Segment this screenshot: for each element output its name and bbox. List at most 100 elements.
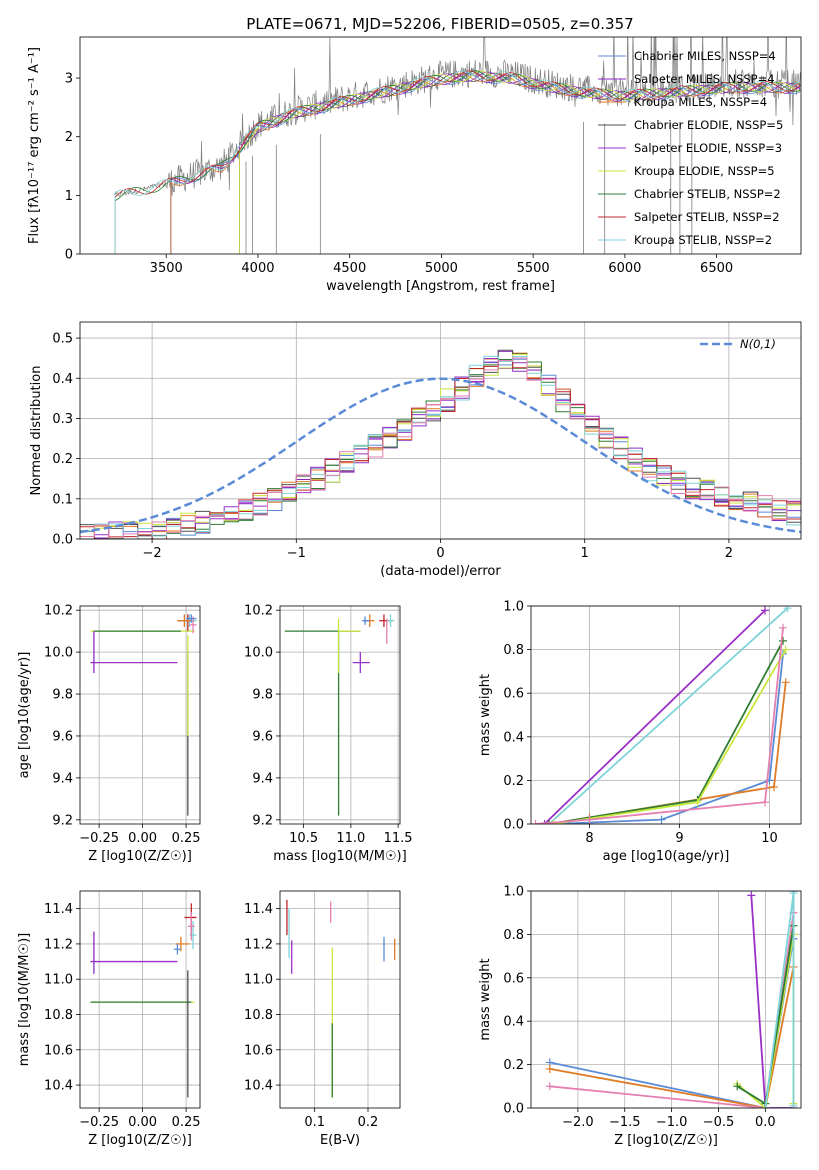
x-tick-label: −1.5 bbox=[609, 1115, 641, 1130]
x-axis-label: (data-model)/error bbox=[380, 564, 501, 579]
plot-area bbox=[90, 903, 197, 1098]
data-point-marker bbox=[545, 1064, 554, 1073]
data-point-marker bbox=[783, 606, 792, 613]
plot-area bbox=[531, 606, 792, 824]
x-tick-label: 2 bbox=[725, 546, 733, 561]
x-tick-label: 0.25 bbox=[172, 1115, 201, 1130]
y-tick-label: 9.8 bbox=[52, 688, 73, 703]
x-axis-label: Z [log10(Z/Z☉)] bbox=[614, 1133, 718, 1148]
panel-mass-vs-z: −0.25 0.00 0.25 10.4 10.6 10.8 11.0 11.2 11.4 Z [… bbox=[17, 890, 201, 1148]
axes-frame bbox=[530, 605, 802, 825]
y-tick-label: 10.0 bbox=[44, 646, 73, 661]
x-tick-label: −2 bbox=[143, 546, 162, 561]
panel-mass-weight-vs-z: −2.0 −1.5 −1.0 −0.5 0.0 0.0 0.2 0.4 0.6 0.8 1.0 Z [… bbox=[478, 885, 802, 1148]
mass-weight-line bbox=[553, 653, 784, 824]
y-tick-label: 2 bbox=[65, 130, 73, 145]
axes-frame bbox=[279, 605, 401, 825]
y-tick-label: 11.0 bbox=[44, 973, 73, 988]
y-tick-label: 10.6 bbox=[244, 1043, 273, 1058]
x-tick-label: 5500 bbox=[517, 261, 550, 276]
x-tick-label: 4500 bbox=[333, 261, 366, 276]
y-axis-label: mass weight bbox=[478, 958, 493, 1040]
legend-entry: N(0,1) bbox=[740, 337, 776, 351]
panel-mass-weight-vs-age: 8 9 10 0.0 0.2 0.4 0.6 0.8 1.0 age [log10(age/yr)… bbox=[478, 600, 802, 864]
legend-entry: Salpeter MILES, NSSP=4 bbox=[634, 72, 775, 86]
y-tick-label: 11.2 bbox=[44, 937, 73, 952]
data-point-marker bbox=[545, 820, 553, 824]
plot-area bbox=[80, 349, 801, 539]
x-tick-label: 0 bbox=[436, 546, 444, 561]
data-point-marker bbox=[540, 820, 549, 824]
y-tick-label: 10.4 bbox=[44, 1079, 73, 1094]
y-tick-label: 9.4 bbox=[52, 771, 73, 786]
plot-area bbox=[286, 899, 396, 1098]
x-tick-label: 1 bbox=[581, 546, 589, 561]
y-tick-label: 10.8 bbox=[44, 1008, 73, 1023]
legend-entry: Chabrier ELODIE, NSSP=5 bbox=[634, 118, 783, 132]
x-tick-label: 0.2 bbox=[358, 1115, 379, 1130]
y-tick-label: 0.0 bbox=[52, 533, 73, 548]
y-tick-label: 1 bbox=[65, 189, 73, 204]
x-tick-label: −1.0 bbox=[656, 1115, 688, 1130]
x-tick-label: 10.5 bbox=[289, 831, 318, 846]
y-tick-label: 9.4 bbox=[252, 771, 273, 786]
mass-weight-line bbox=[548, 607, 789, 824]
x-tick-label: −0.25 bbox=[79, 1115, 119, 1130]
legend-entry: Kroupa STELIB, NSSP=2 bbox=[634, 233, 772, 247]
mass-weight-line bbox=[548, 640, 784, 824]
y-tick-label: 11.4 bbox=[44, 902, 73, 917]
mass-weight-line bbox=[543, 609, 766, 824]
mass-weight-line bbox=[549, 912, 795, 1108]
y-tick-label: 9.6 bbox=[52, 729, 73, 744]
x-tick-label: 0.00 bbox=[128, 1115, 157, 1130]
plot-area bbox=[90, 614, 197, 816]
mass-weight-line bbox=[549, 966, 795, 1108]
x-tick-label: −1 bbox=[287, 546, 306, 561]
legend-entry: Chabrier STELIB, NSSP=2 bbox=[634, 187, 781, 201]
axes-frame bbox=[79, 321, 802, 540]
legend-entry: Kroupa MILES, NSSP=4 bbox=[634, 95, 767, 109]
panel-residual-distribution: −2 −1 0 1 2 0.0 0.1 0.2 0.3 0.4 0.5 (data-model)/er… bbox=[29, 321, 802, 579]
x-axis-label: age [log10(age/yr)] bbox=[603, 849, 730, 864]
data-point-marker bbox=[761, 1104, 770, 1108]
mass-weight-line bbox=[535, 627, 784, 824]
y-tick-label: 0.8 bbox=[503, 928, 524, 943]
model-spectrum-line bbox=[114, 70, 801, 254]
residual-histogram-step bbox=[80, 357, 801, 539]
y-tick-label: 9.8 bbox=[252, 688, 273, 703]
y-tick-label: 0.5 bbox=[52, 332, 73, 347]
data-point-marker bbox=[779, 636, 787, 645]
y-tick-label: 0.0 bbox=[503, 818, 524, 833]
y-tick-label: 0.1 bbox=[52, 492, 73, 507]
y-tick-label: 9.6 bbox=[252, 729, 273, 744]
spectrum-legend: Chabrier MILES, NSSP=4 Salpeter MILES, NS… bbox=[598, 49, 783, 247]
data-point-marker bbox=[549, 820, 558, 824]
model-spectrum-line bbox=[170, 72, 801, 254]
y-axis-label: mass weight bbox=[478, 674, 493, 756]
axes-frame bbox=[79, 36, 802, 255]
y-tick-label: 0.2 bbox=[503, 774, 524, 789]
data-point-marker bbox=[781, 645, 790, 654]
y-tick-label: 10.2 bbox=[44, 604, 73, 619]
y-tick-label: 0 bbox=[65, 248, 73, 263]
y-tick-label: 0.6 bbox=[503, 971, 524, 986]
x-tick-label: 9 bbox=[675, 831, 683, 846]
mass-weight-line bbox=[764, 893, 795, 1108]
x-tick-label: 8 bbox=[585, 831, 593, 846]
legend-entry: Salpeter STELIB, NSSP=2 bbox=[634, 210, 780, 224]
x-tick-label: 6500 bbox=[700, 261, 733, 276]
x-tick-label: −0.5 bbox=[703, 1115, 735, 1130]
x-tick-label: 10 bbox=[761, 831, 778, 846]
y-tick-label: 0.4 bbox=[52, 372, 73, 387]
x-axis-label: E(B-V) bbox=[320, 1133, 360, 1148]
axes-frame bbox=[79, 605, 201, 825]
y-tick-label: 10.6 bbox=[44, 1043, 73, 1058]
y-axis-label: Flux [fλ10⁻¹⁷ erg cm⁻² s⁻¹ A⁻¹] bbox=[27, 47, 42, 244]
y-axis-label: mass [log10(M/M☉)] bbox=[17, 933, 32, 1066]
x-tick-label: 4000 bbox=[241, 261, 274, 276]
y-tick-label: 0.2 bbox=[503, 1058, 524, 1073]
x-axis-label: mass [log10(M/M☉)] bbox=[273, 849, 406, 864]
panel-mass-vs-e-b-v-: 0.1 0.2 10.4 10.6 10.8 11.0 11.2 11.4 E(B-V) bbox=[244, 890, 401, 1148]
y-tick-label: 11.4 bbox=[244, 902, 273, 917]
